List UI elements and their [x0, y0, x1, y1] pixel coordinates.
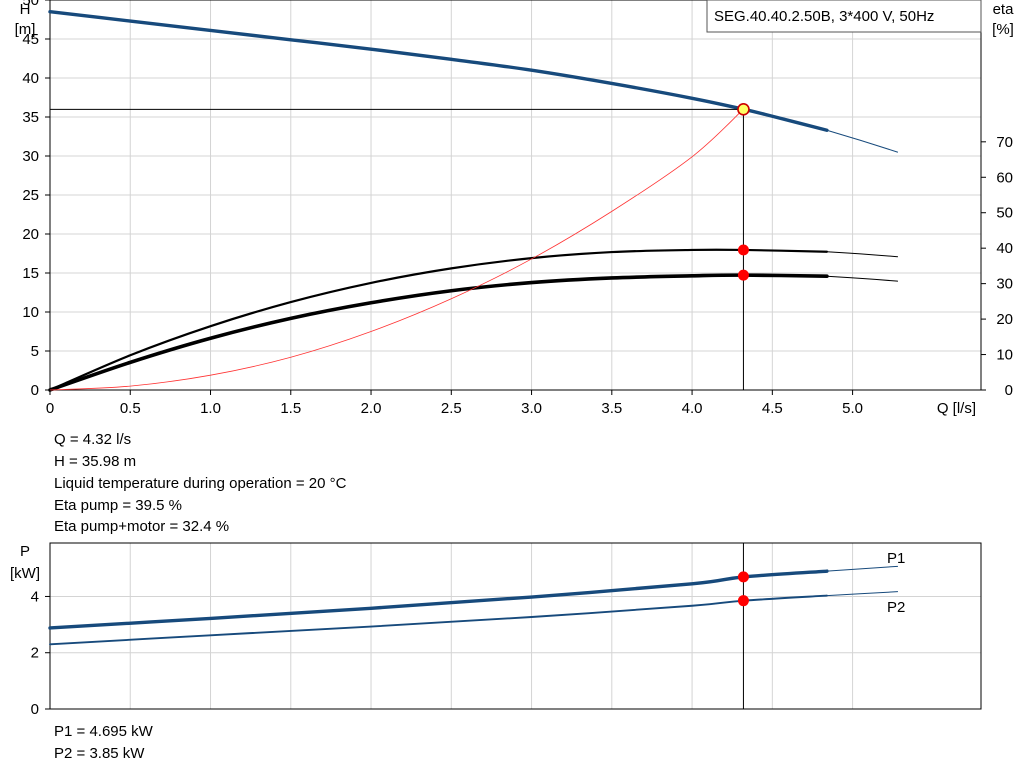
right-tick-label: 70 — [996, 134, 1013, 151]
power-chart-grid — [49, 543, 981, 710]
x-tick-label: 2.5 — [441, 400, 462, 417]
power-extension-p1-curve — [826, 565, 899, 572]
left-tick-label: 40 — [22, 70, 39, 87]
power-extension-p2-curve — [826, 591, 899, 597]
power-tick-label: 2 — [31, 645, 39, 662]
x-tick-label: 1.0 — [200, 400, 221, 417]
eta-pump-motor-extension-curve — [826, 275, 899, 282]
power-chart-series — [48, 565, 899, 646]
power-axis-label-unit: [kW] — [10, 565, 40, 582]
x-tick-label: 0 — [46, 400, 54, 417]
x-tick-label: 3.5 — [601, 400, 622, 417]
right-axis-label-symbol: eta — [993, 1, 1015, 18]
x-tick-label: 2.0 — [361, 400, 382, 417]
left-axis-label-unit: [m] — [15, 21, 36, 38]
right-tick-label: 20 — [996, 311, 1013, 328]
power-axis-label-symbol: P — [20, 543, 30, 560]
power-axis-ticks: 0 2 4 — [31, 588, 50, 718]
left-tick-label: 45 — [22, 31, 39, 48]
x-tick-label: 3.0 — [521, 400, 542, 417]
x-tick-label: 5.0 — [842, 400, 863, 417]
left-tick-label: 30 — [22, 148, 39, 165]
head-chart-series — [48, 10, 899, 392]
p2-marker — [737, 595, 749, 607]
info-p1: P1 = 4.695 kW — [54, 723, 153, 740]
left-axis-label-symbol: H — [20, 1, 31, 18]
eta-pump-marker — [737, 244, 749, 256]
chart-title-box — [706, 0, 982, 33]
right-tick-label: 50 — [996, 205, 1013, 222]
left-tick-label: 5 — [31, 343, 39, 360]
left-tick-label: 0 — [31, 382, 39, 399]
x-axis-label: Q [l/s] — [937, 400, 976, 417]
power-thick-curve — [48, 569, 829, 630]
info-p2: P2 = 3.85 kW — [54, 745, 145, 762]
x-axis-ticks: 0 0.5 1.0 1.5 2.0 2.5 3.0 3.5 4.0 4.5 5.0 — [46, 390, 863, 417]
chart-title: SEG.40.40.2.50B, 3*400 V, 50Hz — [714, 8, 934, 25]
info-eta-pump: Eta pump = 39.5 % — [54, 497, 182, 514]
left-tick-label: 20 — [22, 226, 39, 243]
left-tick-label: 35 — [22, 109, 39, 126]
left-axis-ticks: 0 5 10 15 20 25 30 35 40 45 50 — [22, 0, 50, 399]
right-tick-label: 60 — [996, 169, 1013, 186]
right-tick-label: 10 — [996, 347, 1013, 364]
x-tick-label: 1.5 — [280, 400, 301, 417]
right-axis-ticks: 0 10 20 30 40 50 60 70 — [981, 134, 1013, 399]
left-tick-label: 50 — [22, 0, 39, 9]
x-tick-label: 0.5 — [120, 400, 141, 417]
x-tick-label: 4.0 — [682, 400, 703, 417]
info-eta-pump-motor: Eta pump+motor = 32.4 % — [54, 518, 230, 535]
p1-marker — [737, 571, 749, 583]
info-liquid-temperature: Liquid temperature during operation = 20… — [54, 475, 347, 492]
right-tick-label: 0 — [1005, 382, 1013, 399]
head-chart-grid — [49, 0, 981, 391]
right-axis-label-unit: [%] — [992, 21, 1014, 38]
duty-point-marker — [737, 103, 750, 116]
power-chart-frame — [49, 542, 982, 710]
right-tick-label: 40 — [996, 240, 1013, 257]
head-chart-markers — [50, 103, 750, 390]
power-tick-label: 4 — [31, 588, 39, 605]
right-tick-label: 30 — [996, 276, 1013, 293]
p2-series-label: P2 — [887, 599, 905, 616]
left-tick-label: 15 — [22, 265, 39, 282]
info-flow: Q = 4.32 l/s — [54, 431, 132, 448]
power-chart-markers — [737, 543, 749, 709]
head-efficiency-chart: 0 0.5 1.0 1.5 2.0 2.5 3.0 3.5 4.0 4.5 5.0 0 5 10 15 20… — [15, 0, 1015, 417]
head-extension-curve — [826, 129, 899, 153]
eta-pump-motor-curve — [48, 273, 829, 392]
eta-pump-extension-curve — [826, 251, 899, 258]
p1-series-label: P1 — [887, 550, 905, 567]
x-tick-label: 4.5 — [762, 400, 783, 417]
power-chart: 0 2 4 P [kW] P1 P2 — [10, 542, 982, 718]
left-tick-label: 10 — [22, 304, 39, 321]
eta-pump-curve — [48, 248, 828, 392]
left-tick-label: 25 — [22, 187, 39, 204]
info-head: H = 35.98 m — [54, 453, 137, 470]
eta-pump-motor-marker — [737, 269, 749, 281]
power-tick-label: 0 — [31, 701, 39, 718]
system-curve — [49, 108, 744, 391]
